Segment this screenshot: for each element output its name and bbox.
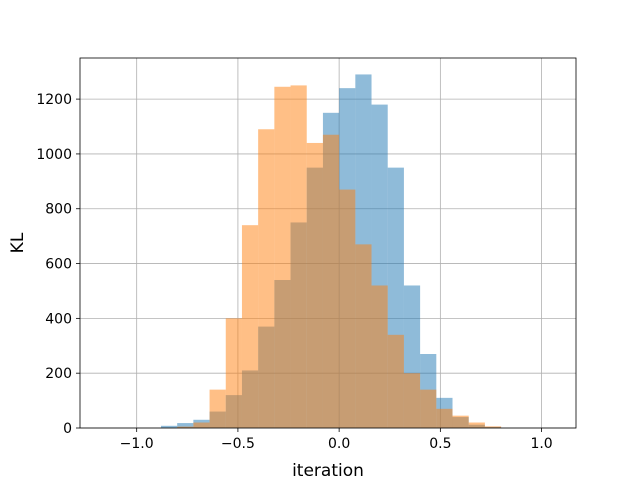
histogram-bar-series-2: [387, 334, 404, 428]
y-tick-label: 800: [45, 202, 72, 218]
y-tick-label: 200: [45, 366, 72, 382]
histogram-bar-series-2: [258, 129, 275, 428]
histogram-bar-series-2: [290, 85, 307, 428]
histogram-bar-series-2: [403, 373, 421, 428]
x-axis-label: iteration: [292, 461, 364, 480]
histogram-bar-series-2: [306, 142, 323, 429]
y-tick-label: 1000: [36, 147, 72, 163]
histogram-bar-series-2: [468, 422, 485, 428]
histogram-bar-series-2: [484, 426, 502, 428]
histogram-bar-series-2: [420, 389, 437, 428]
histogram-bar-series-2: [452, 415, 469, 428]
histogram-bar-series-2: [193, 422, 210, 428]
y-tick-label: 400: [45, 311, 72, 327]
histogram-bar-series-2: [241, 225, 259, 428]
x-tick-label: −1.0: [120, 436, 154, 452]
x-tick-label: 0.0: [328, 436, 350, 452]
histogram-bar-series-2: [371, 285, 388, 428]
histogram-bar-series-2: [436, 408, 453, 428]
axis-ticks: −1.0 −0.5 0.0 0.5 1.0 0 200 400 600 800 1000 1200: [36, 92, 552, 452]
plot-frame: [79, 57, 577, 429]
histogram-bar-series-2: [339, 189, 356, 428]
x-tick-label: 0.5: [429, 436, 451, 452]
y-axis-label: KL: [8, 232, 28, 253]
histogram-bar-series-2: [355, 244, 372, 428]
histogram-bar-series-1: [177, 423, 194, 428]
histogram-bar-series-2: [225, 318, 242, 428]
x-tick-label: 1.0: [530, 436, 552, 452]
histogram-bar-series-2: [209, 389, 226, 428]
histogram-bar-series-2: [322, 134, 340, 429]
y-tick-label: 0: [63, 421, 72, 437]
histogram-bar-series-2: [177, 426, 194, 428]
histogram-bar-series-1: [160, 425, 178, 428]
histogram-bars: [160, 74, 502, 429]
y-tick-label: 600: [45, 257, 72, 273]
x-tick-label: −0.5: [221, 436, 255, 452]
histogram-bar-series-2: [274, 86, 291, 429]
y-tick-label: 1200: [36, 92, 72, 108]
